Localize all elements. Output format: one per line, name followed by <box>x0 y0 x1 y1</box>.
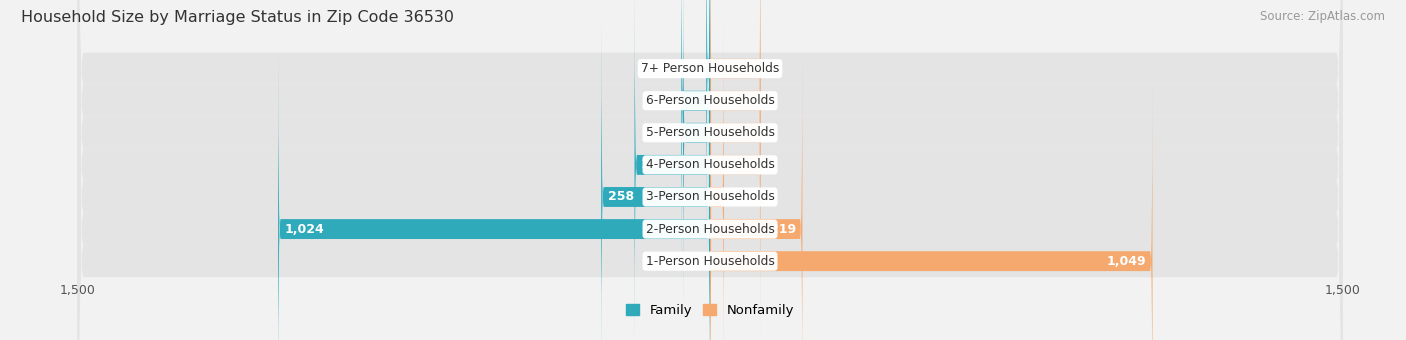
Text: 64: 64 <box>664 126 679 139</box>
Text: 0: 0 <box>763 62 772 75</box>
FancyBboxPatch shape <box>710 0 761 283</box>
Text: 0: 0 <box>763 126 772 139</box>
Text: 2-Person Households: 2-Person Households <box>645 223 775 236</box>
FancyBboxPatch shape <box>710 0 761 316</box>
Text: Household Size by Marriage Status in Zip Code 36530: Household Size by Marriage Status in Zip… <box>21 10 454 25</box>
FancyBboxPatch shape <box>710 0 761 251</box>
FancyBboxPatch shape <box>634 0 710 340</box>
FancyBboxPatch shape <box>710 79 1153 340</box>
FancyBboxPatch shape <box>710 14 724 340</box>
Text: 1,024: 1,024 <box>284 223 325 236</box>
Text: 68: 68 <box>662 94 678 107</box>
FancyBboxPatch shape <box>77 0 1343 340</box>
Text: 0: 0 <box>763 158 772 171</box>
FancyBboxPatch shape <box>710 0 761 340</box>
FancyBboxPatch shape <box>77 0 1343 340</box>
Text: 6-Person Households: 6-Person Households <box>645 94 775 107</box>
FancyBboxPatch shape <box>682 0 710 283</box>
FancyBboxPatch shape <box>706 0 710 251</box>
FancyBboxPatch shape <box>683 0 710 316</box>
Text: 1-Person Households: 1-Person Households <box>645 255 775 268</box>
Text: 7+ Person Households: 7+ Person Households <box>641 62 779 75</box>
Text: 4-Person Households: 4-Person Households <box>645 158 775 171</box>
Text: Source: ZipAtlas.com: Source: ZipAtlas.com <box>1260 10 1385 23</box>
FancyBboxPatch shape <box>710 47 803 340</box>
FancyBboxPatch shape <box>77 0 1343 340</box>
Text: 9: 9 <box>695 62 703 75</box>
FancyBboxPatch shape <box>278 47 710 340</box>
FancyBboxPatch shape <box>77 0 1343 340</box>
Text: 219: 219 <box>770 223 796 236</box>
FancyBboxPatch shape <box>602 14 710 340</box>
Text: 258: 258 <box>607 190 634 203</box>
Text: 0: 0 <box>763 94 772 107</box>
FancyBboxPatch shape <box>77 0 1343 340</box>
Text: 3-Person Households: 3-Person Households <box>645 190 775 203</box>
Text: 5-Person Households: 5-Person Households <box>645 126 775 139</box>
Legend: Family, Nonfamily: Family, Nonfamily <box>620 299 800 322</box>
Text: 1,049: 1,049 <box>1107 255 1146 268</box>
FancyBboxPatch shape <box>77 0 1343 340</box>
Text: 179: 179 <box>641 158 666 171</box>
Text: 33: 33 <box>727 190 744 203</box>
FancyBboxPatch shape <box>77 0 1343 340</box>
